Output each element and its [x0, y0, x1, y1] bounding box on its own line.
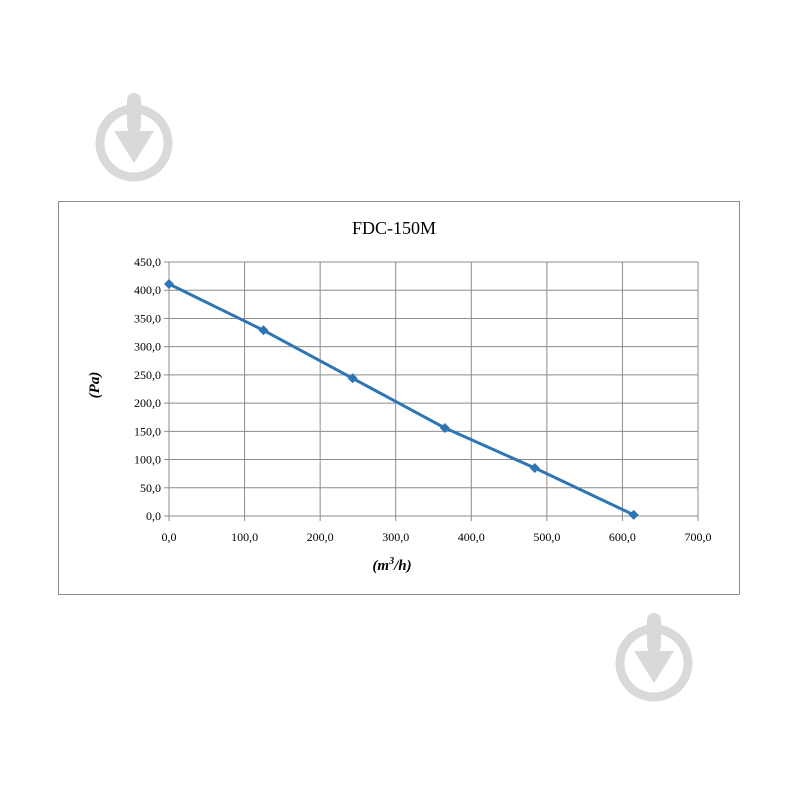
x-axis-label-tail: /h) [393, 558, 412, 574]
data-point [529, 463, 540, 474]
x-tick-label: 200,0 [307, 530, 334, 544]
x-tick-label: 400,0 [458, 530, 485, 544]
chart-frame: FDC-150M 0,0 100,0 200,0 300,0 400,0 500,0 600… [58, 201, 740, 595]
download-drop-icon [615, 613, 693, 702]
x-axis: 0,0 100,0 200,0 300,0 400,0 500,0 600,0 700,0 [162, 516, 712, 544]
y-tick-label: 0,0 [146, 509, 161, 523]
x-tick-label: 700,0 [685, 530, 712, 544]
data-point [258, 325, 269, 336]
y-tick-label: 450,0 [134, 255, 161, 269]
x-tick-label: 0,0 [162, 530, 177, 544]
data-point [164, 279, 174, 290]
x-axis-label-sup: 3 [388, 556, 394, 567]
grid [168, 261, 699, 517]
download-drop-icon [95, 93, 173, 182]
chart-svg: FDC-150M 0,0 100,0 200,0 300,0 400,0 500,0 600… [87, 218, 712, 574]
y-tick-label: 350,0 [134, 311, 161, 325]
y-tick-label: 300,0 [134, 340, 161, 354]
y-axis-label: (Pa) [87, 372, 103, 399]
y-tick-label: 100,0 [134, 453, 161, 467]
x-tick-label: 600,0 [609, 530, 636, 544]
data-point [347, 373, 358, 384]
data-point [439, 422, 450, 433]
x-axis-label: (m3/h) [372, 556, 411, 574]
y-tick-label: 200,0 [134, 396, 161, 410]
chart-title: FDC-150M [352, 218, 436, 238]
y-tick-label: 150,0 [134, 424, 161, 438]
x-tick-label: 500,0 [533, 530, 560, 544]
y-axis: 0,0 50,0 100,0 150,0 200,0 250,0 300,0 350,0 400… [134, 255, 169, 523]
y-tick-label: 50,0 [140, 481, 161, 495]
series-layer [164, 279, 639, 520]
x-axis-label-main: (m [372, 558, 389, 574]
x-tick-label: 300,0 [382, 530, 409, 544]
series-line [168, 282, 635, 517]
x-tick-label: 100,0 [231, 530, 258, 544]
y-tick-label: 400,0 [134, 283, 161, 297]
data-point [628, 509, 639, 520]
y-tick-label: 250,0 [134, 368, 161, 382]
